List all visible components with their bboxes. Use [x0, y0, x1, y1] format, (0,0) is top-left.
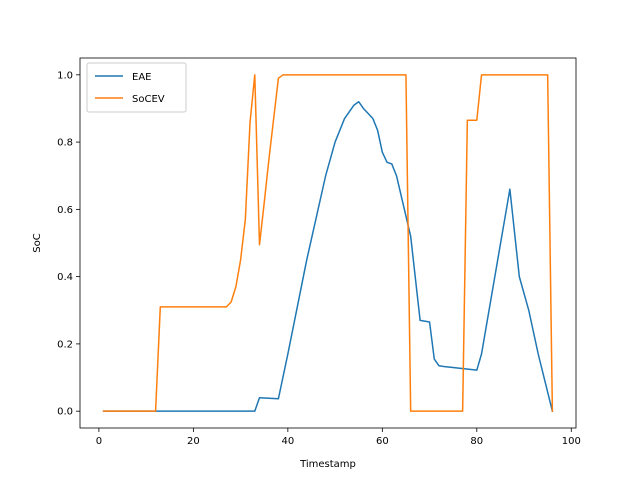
x-tick-label: 20: [187, 436, 200, 447]
plot-area: [80, 58, 576, 428]
y-axis-ticks: 0.0 0.2 0.4 0.6 0.8 1.0: [57, 70, 80, 418]
legend-label-socev: SoCEV: [132, 94, 165, 105]
x-tick-label: 40: [281, 436, 294, 447]
series-line-eae: [102, 100, 554, 413]
x-tick-label: 60: [376, 436, 389, 447]
legend: EAE SoCEV: [86, 62, 187, 113]
x-tick-label: 80: [470, 436, 483, 447]
y-axis-label: SoC: [32, 233, 43, 252]
plot-frame: [79, 57, 577, 429]
y-tick-label: 0.4: [57, 272, 73, 283]
series-line-socev: [102, 74, 554, 412]
series-layer: [102, 74, 554, 413]
x-axis-label: Timestamp: [299, 459, 356, 470]
x-tick-label: 0: [96, 436, 102, 447]
y-tick-label: 0.6: [57, 205, 73, 216]
x-axis-ticks: 0 20 40 60 80 100: [96, 428, 581, 447]
y-tick-label: 0.8: [57, 138, 73, 149]
y-tick-label: 0.0: [57, 407, 73, 418]
x-tick-label: 100: [562, 436, 581, 447]
legend-label-eae: EAE: [132, 72, 151, 83]
y-tick-label: 0.2: [57, 339, 73, 350]
y-tick-label: 1.0: [57, 70, 73, 81]
